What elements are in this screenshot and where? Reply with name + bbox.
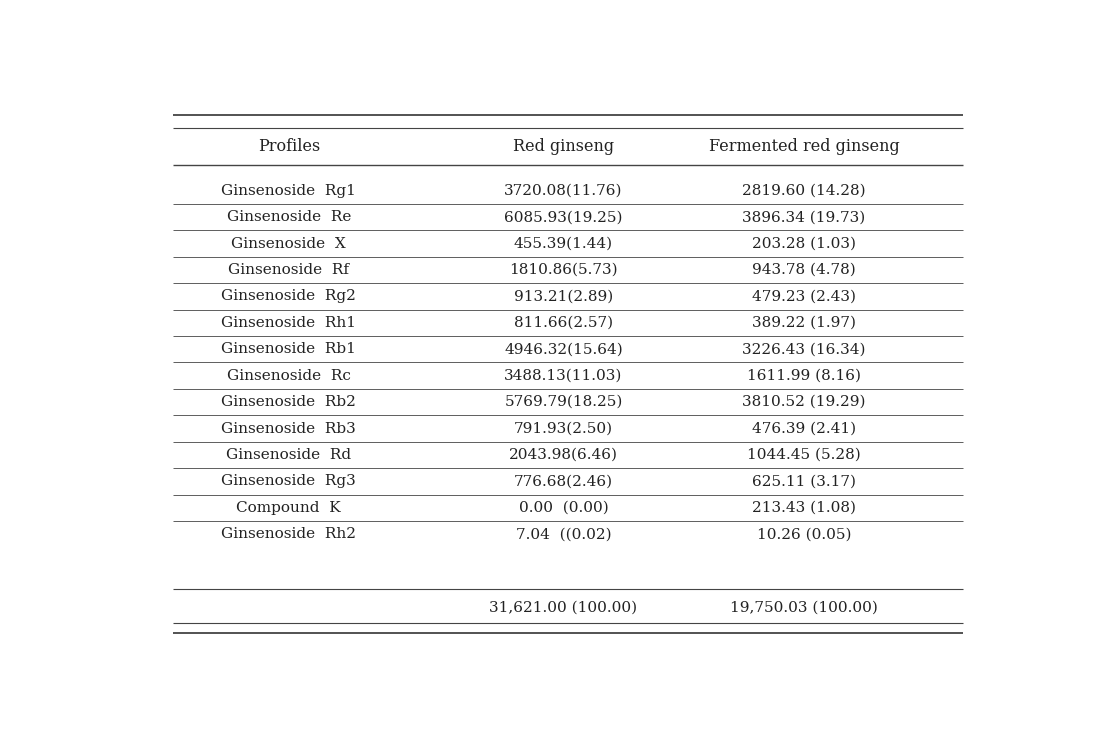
Text: 0.00  (0.00): 0.00 (0.00) xyxy=(519,501,608,515)
Text: Ginsenoside  X: Ginsenoside X xyxy=(232,237,346,250)
Text: 1810.86(5.73): 1810.86(5.73) xyxy=(510,263,618,277)
Text: 1044.45 (5.28): 1044.45 (5.28) xyxy=(747,448,861,462)
Text: Profiles: Profiles xyxy=(258,138,320,155)
Text: Ginsenoside  Rd: Ginsenoside Rd xyxy=(226,448,351,462)
Text: Ginsenoside  Rb1: Ginsenoside Rb1 xyxy=(222,342,356,356)
Text: 6085.93(19.25): 6085.93(19.25) xyxy=(504,210,623,224)
Text: 19,750.03 (100.00): 19,750.03 (100.00) xyxy=(730,601,878,615)
Text: Ginsenoside  Rg1: Ginsenoside Rg1 xyxy=(222,184,356,198)
Text: 213.43 (1.08): 213.43 (1.08) xyxy=(752,501,856,515)
Text: 31,621.00 (100.00): 31,621.00 (100.00) xyxy=(490,601,637,615)
Text: Compound  K: Compound K xyxy=(236,501,341,515)
Text: 4946.32(15.64): 4946.32(15.64) xyxy=(504,342,623,356)
Text: Ginsenoside  Rg3: Ginsenoside Rg3 xyxy=(222,474,356,488)
Text: 10.26 (0.05): 10.26 (0.05) xyxy=(757,527,851,541)
Text: Ginsenoside  Rf: Ginsenoside Rf xyxy=(228,263,349,277)
Text: Red ginseng: Red ginseng xyxy=(513,138,614,155)
Text: 3720.08(11.76): 3720.08(11.76) xyxy=(504,184,623,198)
Text: 479.23 (2.43): 479.23 (2.43) xyxy=(752,289,856,304)
Text: 625.11 (3.17): 625.11 (3.17) xyxy=(752,474,856,488)
Text: 791.93(2.50): 791.93(2.50) xyxy=(514,421,613,436)
Text: 203.28 (1.03): 203.28 (1.03) xyxy=(752,237,856,250)
Text: 2043.98(6.46): 2043.98(6.46) xyxy=(509,448,618,462)
Text: 476.39 (2.41): 476.39 (2.41) xyxy=(752,421,856,436)
Text: 7.04  ((0.02): 7.04 ((0.02) xyxy=(515,527,612,541)
Text: 811.66(2.57): 811.66(2.57) xyxy=(514,316,613,330)
Text: 389.22 (1.97): 389.22 (1.97) xyxy=(752,316,856,330)
Text: Ginsenoside  Rh2: Ginsenoside Rh2 xyxy=(222,527,357,541)
Text: 943.78 (4.78): 943.78 (4.78) xyxy=(752,263,855,277)
Text: Ginsenoside  Re: Ginsenoside Re xyxy=(226,210,351,224)
Text: 776.68(2.46): 776.68(2.46) xyxy=(514,474,613,488)
Text: Ginsenoside  Rc: Ginsenoside Rc xyxy=(227,369,351,383)
Text: 913.21(2.89): 913.21(2.89) xyxy=(514,289,613,304)
Text: 1611.99 (8.16): 1611.99 (8.16) xyxy=(747,369,861,383)
Text: 3226.43 (16.34): 3226.43 (16.34) xyxy=(742,342,865,356)
Text: 3488.13(11.03): 3488.13(11.03) xyxy=(504,369,623,383)
Text: 3810.52 (19.29): 3810.52 (19.29) xyxy=(742,395,865,409)
Text: Fermented red ginseng: Fermented red ginseng xyxy=(709,138,900,155)
Text: 2819.60 (14.28): 2819.60 (14.28) xyxy=(742,184,865,198)
Text: 3896.34 (19.73): 3896.34 (19.73) xyxy=(742,210,865,224)
Text: Ginsenoside  Rg2: Ginsenoside Rg2 xyxy=(222,289,356,304)
Text: Ginsenoside  Rb3: Ginsenoside Rb3 xyxy=(222,421,356,436)
Text: 5769.79(18.25): 5769.79(18.25) xyxy=(504,395,623,409)
Text: 455.39(1.44): 455.39(1.44) xyxy=(514,237,613,250)
Text: Ginsenoside  Rb2: Ginsenoside Rb2 xyxy=(222,395,356,409)
Text: Ginsenoside  Rh1: Ginsenoside Rh1 xyxy=(222,316,357,330)
